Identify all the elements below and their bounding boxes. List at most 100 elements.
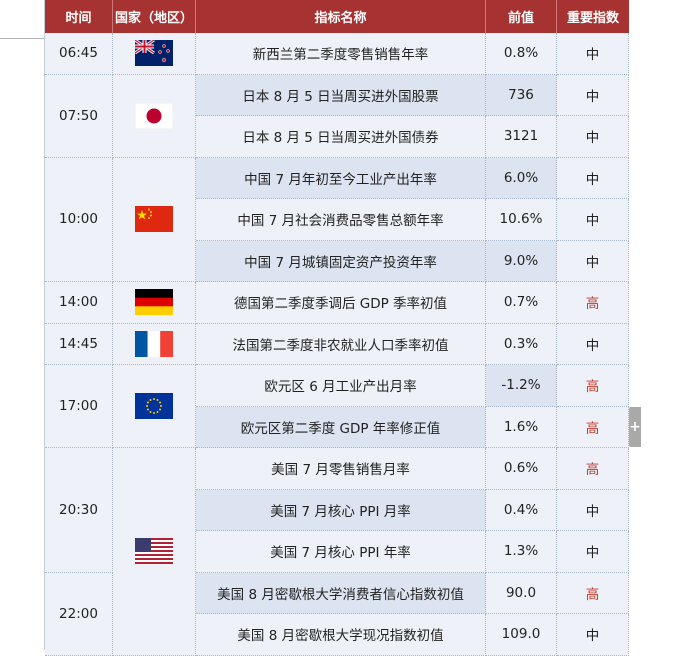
header-importance: 重要指数 — [557, 0, 629, 33]
time-cell: 06:45 — [45, 33, 113, 75]
importance-value: 中 — [585, 88, 600, 105]
previous-value: -1.2% — [501, 377, 541, 394]
importance-value: 高 — [585, 462, 600, 479]
importance-value: 中 — [585, 628, 600, 645]
importance-value: 中 — [585, 171, 600, 188]
previous-value: 0.7% — [503, 294, 539, 311]
importance-value: 高 — [585, 420, 600, 437]
indicator-name: 美国 8 月密歇根大学消费者信心指数初值 — [217, 586, 464, 603]
time-label: 14:45 — [59, 335, 98, 352]
time-label: 17:00 — [59, 398, 98, 414]
importance-cell: 高 — [557, 572, 629, 614]
previous-value-cell: 0.8% — [486, 33, 557, 75]
importance-cell: 中 — [557, 489, 629, 531]
importance-cell: 中 — [557, 614, 629, 656]
flag-cell — [113, 448, 196, 656]
indicator-name: 德国第二季度季调后 GDP 季率初值 — [233, 296, 448, 313]
previous-value: 3121 — [503, 128, 539, 145]
importance-cell: 中 — [557, 116, 629, 158]
indicator-name: 美国 7 月核心 PPI 年率 — [270, 545, 411, 562]
divider — [0, 38, 44, 39]
time-label: 22:00 — [59, 605, 98, 622]
time-cell: 14:00 — [45, 282, 113, 324]
indicator-cell: 欧元区 6 月工业产出月率 — [196, 365, 486, 407]
indicator-cell: 日本 8 月 5 日当周买进外国债券 — [196, 116, 486, 158]
importance-value: 中 — [585, 213, 600, 230]
indicator-cell: 中国 7 月城镇固定资产投资年率 — [196, 240, 486, 282]
importance-cell: 中 — [557, 531, 629, 573]
time-label: 10:00 — [59, 211, 98, 228]
previous-value: 0.6% — [503, 460, 539, 477]
previous-value-cell: 1.3% — [486, 531, 557, 573]
indicator-cell: 中国 7 月年初至今工业产出年率 — [196, 157, 486, 199]
new-zealand-flag-icon — [135, 40, 173, 67]
indicator-cell: 法国第二季度非农就业人口季率初值 — [196, 323, 486, 365]
previous-value: 0.4% — [503, 501, 539, 518]
time-cell: 20:30 — [45, 448, 113, 573]
indicator-cell: 欧元区第二季度 GDP 年率修正值 — [196, 406, 486, 448]
table-left-border — [44, 0, 45, 650]
expand-button[interactable]: + — [629, 407, 641, 447]
germany-flag-icon — [135, 289, 173, 316]
importance-cell: 中 — [557, 74, 629, 116]
previous-value: 0.8% — [503, 45, 539, 62]
time-cell: 17:00 — [45, 365, 113, 448]
flag-cell — [113, 365, 196, 448]
previous-value: 109.0 — [501, 626, 541, 643]
indicator-cell: 美国 8 月密歇根大学现况指数初值 — [196, 614, 486, 656]
china-flag-icon — [135, 206, 173, 233]
indicator-cell: 美国 7 月核心 PPI 月率 — [196, 489, 486, 531]
previous-value: 9.0% — [503, 252, 539, 269]
importance-cell: 中 — [557, 199, 629, 241]
indicator-name: 日本 8 月 5 日当周买进外国股票 — [242, 88, 439, 105]
indicator-cell: 美国 8 月密歇根大学消费者信心指数初值 — [196, 572, 486, 614]
importance-cell: 高 — [557, 282, 629, 324]
importance-cell: 高 — [557, 406, 629, 448]
indicator-name: 美国 8 月密歇根大学现况指数初值 — [237, 628, 444, 645]
indicator-name: 中国 7 月社会消费品零售总额年率 — [237, 213, 444, 230]
flag-cell — [113, 282, 196, 324]
importance-value: 高 — [585, 586, 600, 603]
importance-value: 高 — [585, 379, 600, 396]
indicator-name: 欧元区 6 月工业产出月率 — [264, 379, 417, 396]
indicator-cell: 中国 7 月社会消费品零售总额年率 — [196, 199, 486, 241]
importance-cell: 高 — [557, 448, 629, 490]
indicator-cell: 美国 7 月零售销售月率 — [196, 448, 486, 490]
header-indicator: 指标名称 — [196, 0, 486, 33]
indicator-cell: 日本 8 月 5 日当周买进外国股票 — [196, 74, 486, 116]
importance-cell: 中 — [557, 33, 629, 75]
importance-cell: 中 — [557, 157, 629, 199]
indicator-name: 中国 7 月城镇固定资产投资年率 — [244, 254, 437, 271]
previous-value-cell: 9.0% — [486, 240, 557, 282]
time-label: 20:30 — [59, 501, 98, 518]
previous-value-cell: 0.3% — [486, 323, 557, 365]
indicator-name: 美国 7 月核心 PPI 月率 — [270, 503, 411, 520]
time-cell: 10:00 — [45, 157, 113, 282]
importance-value: 中 — [585, 545, 600, 562]
previous-value-cell: 6.0% — [486, 157, 557, 199]
previous-value: 90.0 — [505, 584, 537, 601]
indicator-name: 欧元区第二季度 GDP 年率修正值 — [240, 420, 441, 437]
time-cell: 07:50 — [45, 74, 113, 158]
header-country: 国家（地区） — [113, 0, 196, 33]
previous-value: 0.3% — [503, 335, 539, 352]
previous-value: 6.0% — [503, 169, 539, 186]
time-label: 06:45 — [59, 45, 98, 62]
japan-flag-icon — [135, 102, 173, 129]
time-label: 07:50 — [59, 107, 98, 124]
indicator-cell: 美国 7 月核心 PPI 年率 — [196, 531, 486, 573]
eurozone-flag-icon — [135, 393, 173, 419]
time-cell: 14:45 — [45, 323, 113, 365]
indicator-name: 美国 7 月零售销售月率 — [271, 462, 410, 479]
flag-cell — [113, 157, 196, 282]
previous-value: 1.6% — [503, 418, 539, 435]
indicator-name: 日本 8 月 5 日当周买进外国债券 — [242, 130, 439, 147]
previous-value-cell: 1.6% — [486, 406, 557, 448]
importance-value: 中 — [585, 47, 600, 64]
importance-value: 中 — [585, 130, 600, 147]
previous-value: 10.6% — [499, 211, 543, 228]
indicator-cell: 德国第二季度季调后 GDP 季率初值 — [196, 282, 486, 324]
importance-value: 高 — [585, 296, 600, 313]
previous-value-cell: 736 — [486, 74, 557, 116]
